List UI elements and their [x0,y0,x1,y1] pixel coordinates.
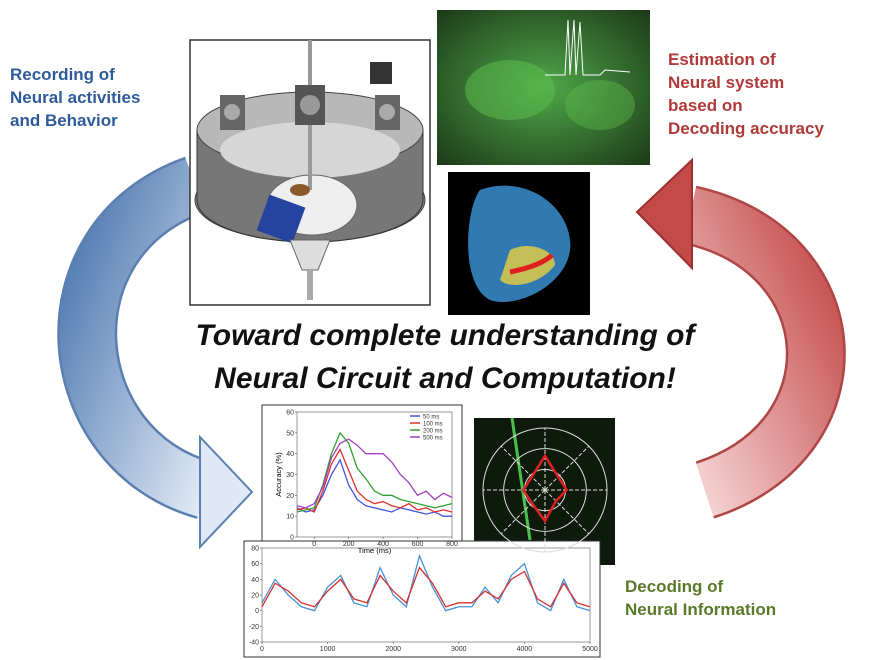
label-line: Decoding accuracy [668,119,824,138]
label-line: Neural system [668,73,784,92]
x-tick-label: 0 [312,541,316,548]
legend-label: 200 ms [423,428,443,434]
x-tick-label: 800 [446,541,458,548]
diagram: Recording of Neural activities and Behav… [0,0,880,660]
label-line: Neural activities [10,88,140,107]
x-tick-label: 1000 [320,646,336,653]
apparatus-image [190,40,430,305]
label-line: based on [668,96,743,115]
label-line: Estimation of [668,50,776,69]
arrow-left [87,185,205,490]
y-tick-label: 80 [251,546,259,553]
y-tick-label: 20 [251,593,259,600]
y-tick-label: 20 [286,493,294,500]
x-tick-label: 5000 [582,646,598,653]
y-tick-label: -40 [249,640,259,647]
headline: Neural Circuit and Computation! [214,362,676,395]
x-tick-label: 2000 [385,646,401,653]
x-tick-label: 0 [260,646,264,653]
arrow-head [637,160,692,268]
label-line: Recording of [10,65,115,84]
legend-label: 500 ms [423,435,443,441]
y-tick-label: 40 [251,577,259,584]
legend-label: 50 ms [423,414,439,420]
x-axis-label: Time (ms) [358,546,392,555]
arrow-right [690,215,816,490]
legend-label: 100 ms [423,421,443,427]
recording-label: Recording of Neural activities and Behav… [10,65,140,130]
x-tick-label: 600 [412,541,424,548]
heatmap-image [448,172,590,315]
label-line: Decoding of [625,577,724,596]
y-tick-label: 60 [251,561,259,568]
decoding-label: Decoding of Neural Information [625,577,776,619]
y-tick-label: 40 [286,451,294,458]
x-tick-label: 3000 [451,646,467,653]
y-tick-label: 0 [255,608,259,615]
headline: Toward complete understanding of [196,319,698,352]
y-tick-label: 30 [286,472,294,479]
arrow-head [200,437,252,547]
x-tick-label: 4000 [517,646,533,653]
label-line: and Behavior [10,111,118,130]
estimation-label: Estimation of Neural system based on Dec… [668,50,824,138]
y-tick-label: 60 [286,410,294,417]
y-tick-label: 10 [286,514,294,521]
label-line: Neural Information [625,600,776,619]
x-tick-label: 200 [343,541,355,548]
y-tick-label: -20 [249,624,259,631]
fluorescence-image [437,10,650,165]
y-tick-label: 50 [286,430,294,437]
y-tick-label: 0 [290,535,294,542]
y-axis-label: Accuracy (%) [274,452,283,497]
